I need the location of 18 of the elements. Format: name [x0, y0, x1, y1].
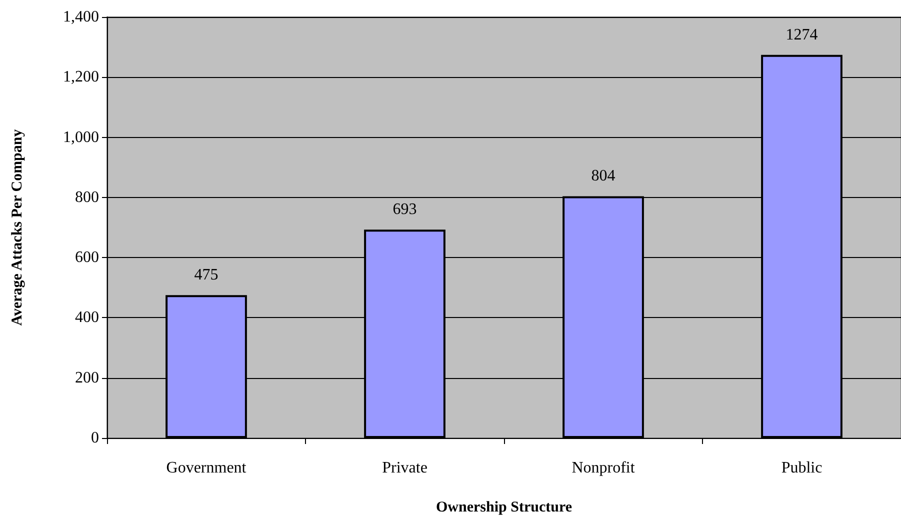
x-tick-label: Nonprofit — [572, 460, 636, 476]
y-axis-title: Average Attacks Per Company — [10, 128, 26, 326]
x-axis-title: Ownership Structure — [436, 500, 572, 516]
y-tick-label: 200 — [75, 369, 99, 386]
y-tick-label: 1,400 — [63, 8, 99, 26]
y-tick-label: 800 — [75, 188, 99, 206]
y-tick-label: 1,000 — [63, 128, 99, 146]
y-tick-label: 1,200 — [63, 68, 99, 86]
data-label: 693 — [392, 201, 417, 218]
x-tick-label: Private — [382, 460, 428, 476]
data-label: 1274 — [786, 26, 818, 44]
x-tick-label: Government — [166, 460, 247, 476]
y-tick-label: 600 — [75, 249, 99, 266]
x-tick-label: Public — [781, 460, 822, 476]
y-tick-label: 400 — [75, 309, 99, 326]
y-tick-label: 0 — [91, 430, 99, 446]
data-label: 475 — [194, 266, 218, 284]
data-label: 804 — [591, 168, 616, 185]
